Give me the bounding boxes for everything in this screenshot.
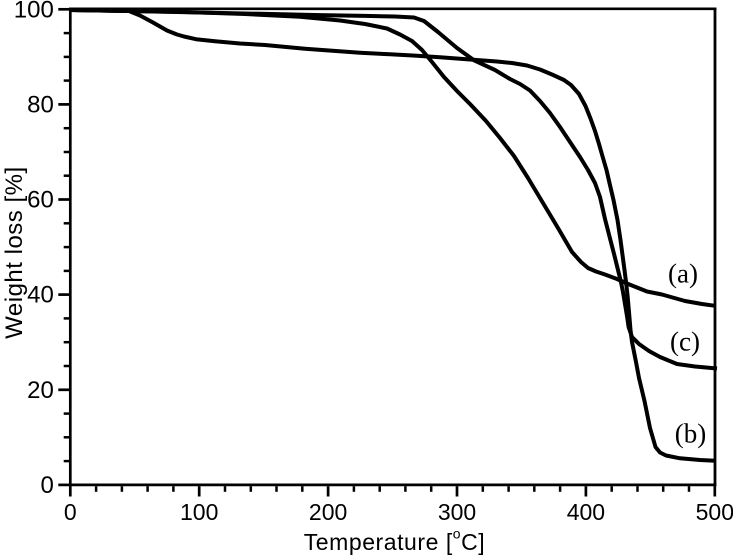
svg-text:20: 20: [27, 377, 54, 404]
svg-text:Weight loss [%]: Weight loss [%]: [1, 166, 28, 338]
svg-text:400: 400: [567, 499, 605, 525]
svg-text:(a): (a): [668, 259, 698, 289]
svg-text:300: 300: [438, 499, 476, 525]
svg-text:200: 200: [309, 499, 347, 525]
svg-text:(b): (b): [675, 419, 706, 449]
svg-text:500: 500: [696, 499, 733, 525]
svg-text:(c): (c): [670, 327, 700, 357]
svg-text:60: 60: [27, 187, 54, 214]
svg-text:80: 80: [27, 92, 54, 119]
svg-text:40: 40: [27, 282, 54, 309]
svg-text:0: 0: [64, 499, 77, 525]
svg-text:100: 100: [180, 499, 218, 525]
svg-text:0: 0: [40, 472, 53, 499]
svg-text:100: 100: [14, 0, 54, 23]
